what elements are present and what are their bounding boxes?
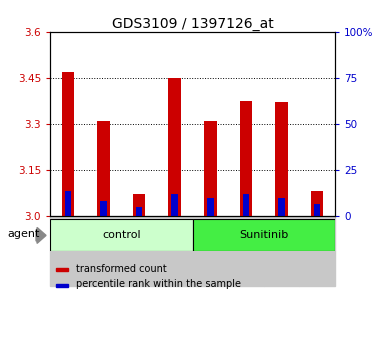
Bar — [275, 102, 288, 216]
Bar — [157, 216, 192, 286]
Bar — [169, 78, 181, 216]
Bar — [300, 216, 335, 286]
Bar — [56, 268, 68, 271]
Text: agent: agent — [8, 229, 40, 239]
Text: transformed count: transformed count — [76, 263, 167, 274]
Bar — [192, 219, 335, 251]
Bar — [314, 204, 320, 216]
Bar — [50, 216, 85, 286]
FancyArrow shape — [36, 227, 46, 244]
Bar — [121, 216, 157, 286]
Bar — [85, 216, 121, 286]
Bar — [56, 284, 68, 287]
Bar — [171, 194, 178, 216]
Bar — [50, 219, 192, 251]
Bar — [97, 121, 110, 216]
Bar — [204, 121, 216, 216]
Bar — [311, 192, 323, 216]
Bar — [100, 201, 107, 216]
Bar — [264, 216, 300, 286]
Bar — [240, 101, 252, 216]
Bar — [136, 207, 142, 216]
Bar — [207, 198, 214, 216]
Bar — [62, 72, 74, 216]
Bar — [243, 194, 249, 216]
Text: Sunitinib: Sunitinib — [239, 230, 288, 240]
Title: GDS3109 / 1397126_at: GDS3109 / 1397126_at — [112, 17, 273, 31]
Bar — [278, 198, 285, 216]
Bar — [228, 216, 264, 286]
Bar — [133, 194, 145, 216]
Text: percentile rank within the sample: percentile rank within the sample — [76, 279, 241, 289]
Bar — [192, 216, 228, 286]
Text: control: control — [102, 230, 141, 240]
Bar — [65, 192, 71, 216]
